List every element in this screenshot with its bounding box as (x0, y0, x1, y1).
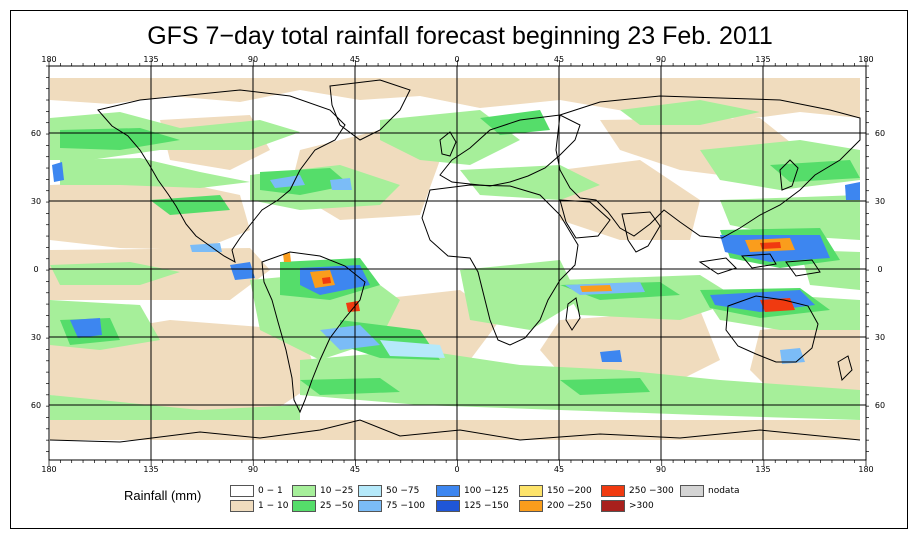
right-lat-label: 30 (875, 197, 885, 206)
left-lat-label: 30 (31, 197, 41, 206)
left-lat-label: 60 (31, 129, 41, 138)
figure-frame (10, 10, 908, 529)
left-lat-labels: 60 30 0 30 60 (31, 129, 41, 410)
bottom-lon-label: 90 (656, 465, 666, 474)
top-lon-label: 180 (858, 55, 873, 64)
right-lat-label: 60 (875, 129, 885, 138)
top-lon-label: 45 (554, 55, 564, 64)
right-lat-label: 30 (875, 333, 885, 342)
top-lon-label: 180 (41, 55, 56, 64)
minor-ticks (46, 60, 869, 466)
map-title: GFS 7−day total rainfall forecast beginn… (147, 22, 773, 50)
bottom-lon-label: 90 (248, 465, 258, 474)
top-lon-label: 0 (454, 55, 459, 64)
bottom-lon-label: 135 (143, 465, 158, 474)
bottom-lon-label: 0 (454, 465, 459, 474)
bottom-lon-label: 135 (755, 465, 770, 474)
rain-band-extreme (283, 238, 795, 312)
top-lon-label: 45 (350, 55, 360, 64)
bottom-lon-label: 45 (554, 465, 564, 474)
right-lat-labels: 60 30 0 30 60 (875, 129, 885, 410)
top-lon-label: 135 (143, 55, 158, 64)
bottom-lon-label: 180 (858, 465, 873, 474)
left-lat-label: 60 (31, 401, 41, 410)
left-lat-label: 30 (31, 333, 41, 342)
top-lon-label: 135 (755, 55, 770, 64)
bottom-lon-labels: 180 135 90 45 0 45 90 135 180 (41, 465, 873, 474)
right-lat-label: 60 (875, 401, 885, 410)
bottom-lon-label: 45 (350, 465, 360, 474)
graticule (49, 66, 866, 460)
top-lon-labels: 180 135 90 45 0 45 90 135 180 (41, 55, 873, 64)
bottom-lon-label: 180 (41, 465, 56, 474)
continent-outlines (49, 79, 861, 443)
left-lat-label: 0 (33, 265, 38, 274)
right-lat-label: 0 (877, 265, 882, 274)
top-lon-label: 90 (656, 55, 666, 64)
top-lon-label: 90 (248, 55, 258, 64)
